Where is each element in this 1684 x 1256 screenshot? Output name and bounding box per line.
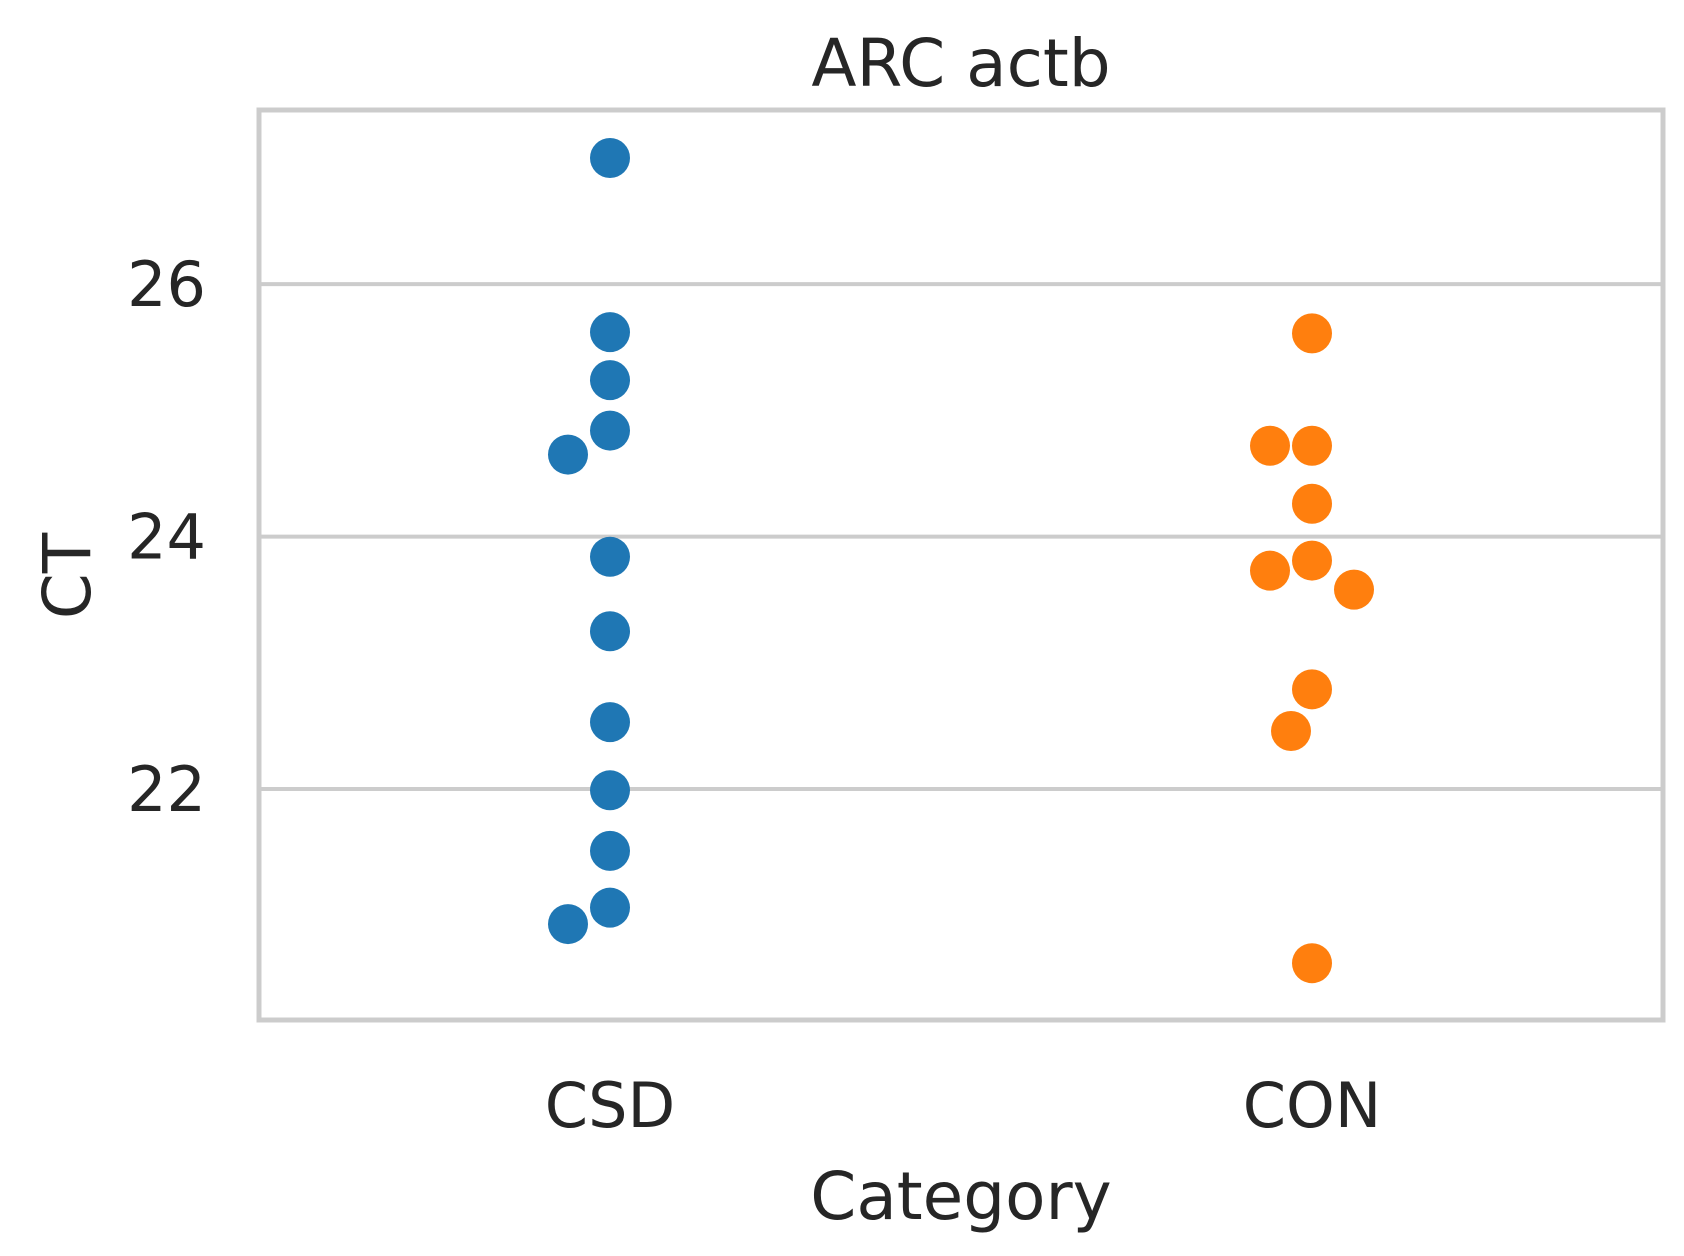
chart-title: ARC actb: [811, 25, 1110, 102]
data-point-con: [1292, 943, 1332, 984]
data-point-csd: [590, 611, 630, 652]
x-tick-label: CON: [1243, 1069, 1381, 1142]
data-point-csd: [590, 137, 630, 178]
data-point-con: [1292, 483, 1332, 524]
y-axis-label: CT: [29, 532, 106, 619]
x-tick-labels: CSD CON: [545, 1069, 1381, 1142]
data-point-csd: [590, 770, 630, 811]
data-point-csd: [548, 904, 588, 945]
y-tick-labels: 22 24 26: [127, 248, 206, 826]
y-tick-label: 24: [127, 501, 206, 574]
grid-lines: [259, 282, 1663, 792]
data-point-con: [1292, 669, 1332, 710]
data-point-csd: [590, 887, 630, 928]
data-point-csd: [590, 536, 630, 577]
data-point-con: [1250, 550, 1290, 591]
data-point-csd: [590, 410, 630, 451]
data-point-con: [1292, 313, 1332, 354]
data-point-con: [1292, 540, 1332, 581]
data-point-con: [1334, 569, 1374, 610]
data-point-csd: [590, 830, 630, 871]
data-points: [548, 137, 1374, 984]
plot-frame: [256, 107, 1666, 1023]
data-point-csd: [590, 312, 630, 353]
y-tick-label: 26: [127, 248, 206, 321]
x-tick-label: CSD: [545, 1069, 675, 1142]
data-point-con: [1250, 425, 1290, 466]
data-point-csd: [590, 702, 630, 743]
data-point-con: [1292, 425, 1332, 466]
x-axis-label: Category: [810, 1158, 1111, 1235]
data-point-csd: [548, 434, 588, 475]
data-point-csd: [590, 360, 630, 401]
data-point-con: [1271, 710, 1311, 751]
y-tick-label: 22: [127, 753, 206, 826]
